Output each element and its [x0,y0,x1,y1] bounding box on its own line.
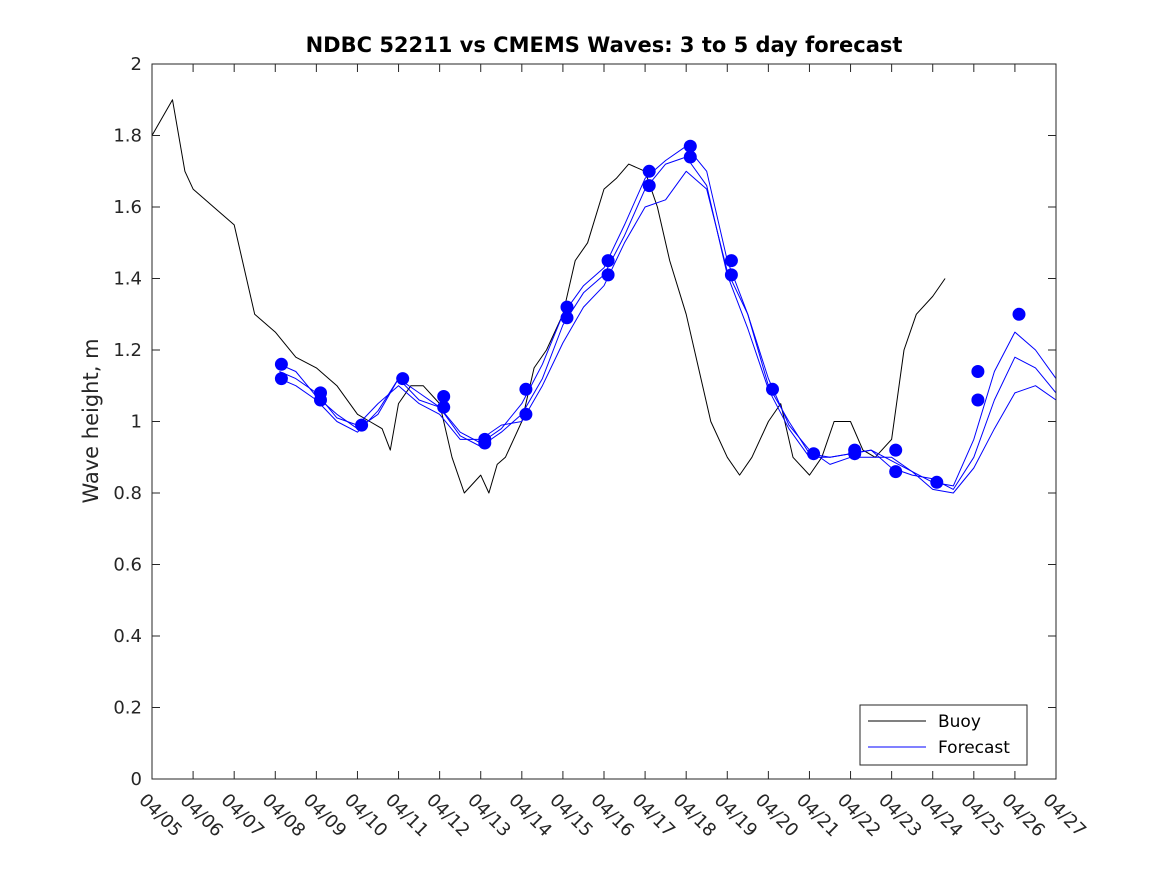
y-tick-label: 1.2 [113,340,142,361]
chart-title: NDBC 52211 vs CMEMS Waves: 3 to 5 day fo… [306,33,903,57]
y-tick-label: 0 [131,769,142,790]
forecast-marker [437,390,451,403]
forecast-marker [642,179,656,193]
plot-area [152,64,1056,779]
forecast-marker [601,254,615,268]
forecast-marker [642,164,656,178]
forecast-marker [766,382,779,396]
y-tick-label: 1.4 [113,269,142,290]
buoy-series-line [151,99,946,494]
y-tick-label: 0.6 [113,555,142,576]
forecast-series-line [279,156,1057,490]
forecast-marker [601,268,615,282]
forecast-marker [274,357,288,371]
forecast-marker [848,447,862,461]
forecast-marker [1012,307,1026,321]
forecast-marker [971,365,985,378]
y-tick-label: 1.8 [113,126,142,147]
forecast-marker [683,139,697,153]
forecast-marker [930,475,944,489]
forecast-marker [889,465,903,479]
y-tick-label: 0.4 [113,626,142,647]
forecast-marker [396,372,410,386]
legend: Buoy Forecast [859,704,1028,766]
forecast-marker [519,407,533,421]
legend-box [859,704,1028,766]
forecast-marker [683,150,697,164]
forecast-marker [971,393,985,407]
y-tick-label: 0.8 [113,483,142,504]
forecast-marker [314,393,327,407]
forecast-marker [478,436,492,450]
y-axis-label: Wave height, m [79,338,103,503]
y-tick-label: 0.2 [113,698,142,719]
forecast-marker [560,311,574,325]
forecast-series-line [279,170,1057,494]
y-tick-label: 1.6 [113,197,142,218]
legend-forecast-label: Forecast [938,738,1010,758]
forecast-marker [889,443,903,457]
forecast-markers [274,139,1026,489]
y-tick-label: 2 [131,54,142,75]
forecast-marker [519,382,533,396]
forecast-marker [274,372,288,386]
forecast-marker [807,447,821,461]
forecast-marker [437,400,451,414]
y-tick-label: 1 [131,412,142,433]
y-axis: 0 0.2 0.4 0.6 0.8 1 1.2 1.4 1.6 1.8 2 [113,54,1056,790]
legend-buoy-label: Buoy [938,712,981,732]
forecast-marker [724,268,738,282]
forecast-marker [560,300,574,314]
forecast-marker [724,254,738,268]
forecast-marker [355,418,369,432]
